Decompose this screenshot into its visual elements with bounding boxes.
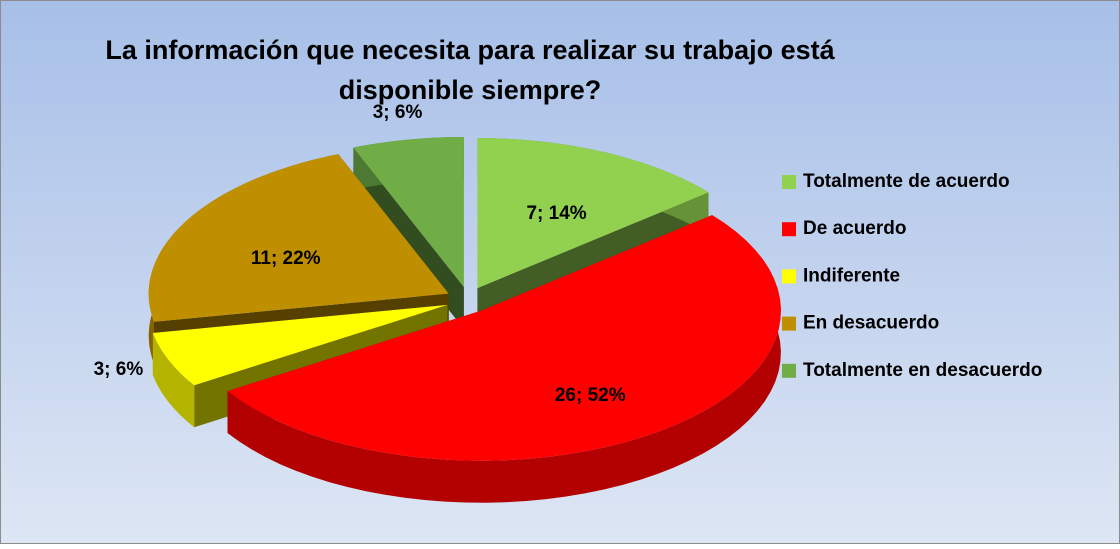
slice-top [227, 215, 781, 461]
data-label: 7; 14% [526, 203, 586, 224]
slice-top [148, 154, 449, 322]
legend-label: De acuerdo [803, 218, 906, 239]
legend-label: Totalmente de acuerdo [803, 171, 1010, 192]
legend-label: En desacuerdo [803, 313, 939, 334]
pie: 7; 14% 26; 52% 3; 6% 11; 22% 3; 6% [94, 102, 781, 503]
legend: Totalmente de acuerdo De acuerdo Indiferen… [782, 171, 1042, 381]
legend-swatch [782, 222, 796, 237]
legend-swatch [782, 363, 796, 378]
chart-title: La información que necesita para realiza… [105, 35, 835, 105]
data-label: 26; 52% [555, 385, 626, 406]
legend-swatch [782, 269, 796, 284]
legend-swatch [782, 175, 796, 189]
slice-top [353, 137, 464, 287]
legend-label: Totalmente en desacuerdo [803, 360, 1042, 381]
slice-top [152, 304, 448, 386]
legend-label: Indiferente [803, 265, 900, 286]
data-label: 3; 6% [94, 359, 144, 380]
legend-swatch [782, 316, 796, 331]
slice-top [477, 138, 709, 289]
data-label: 3; 6% [373, 102, 423, 123]
data-label: 11; 22% [251, 248, 321, 269]
slice-wall [152, 333, 195, 428]
title-box: La información que necesita para realiza… [105, 35, 835, 105]
pie-slice [227, 215, 781, 503]
